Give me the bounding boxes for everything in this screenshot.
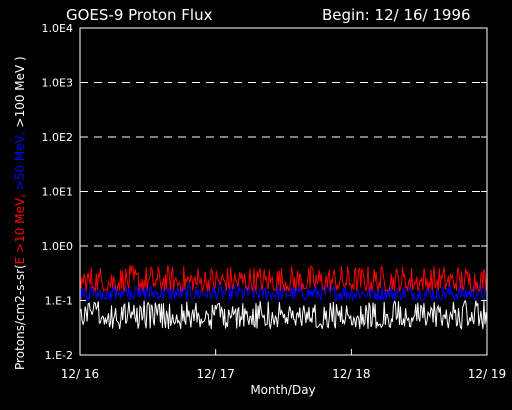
y-tick-label: 1.E-1: [45, 295, 73, 308]
y-axis-label: Protons/cm2-s-sr(E >10 MeV, >50 MeV, >10…: [13, 56, 27, 370]
series-line: [79, 265, 488, 293]
y-tick-label: 1.0E2: [42, 131, 73, 144]
y-tick-label: 1.0E3: [42, 77, 73, 90]
data-series: [79, 265, 488, 330]
x-tick-label: 12/ 19: [468, 367, 506, 381]
x-axis-label: Month/Day: [250, 383, 315, 397]
y-tick-label: 1.E-2: [45, 349, 73, 362]
y-axis-label-part: Protons/cm2-s-sr(: [13, 264, 27, 370]
x-axis-ticks: 12/ 16 12/ 17 12/ 18 12/ 19: [61, 349, 506, 381]
x-tick-label: 12/ 17: [196, 367, 234, 381]
y-tick-label: 1.0E0: [42, 240, 73, 253]
series-line: [79, 300, 488, 330]
chart-title: GOES-9 Proton Flux: [66, 6, 213, 24]
y-tick-label: 1.0E4: [42, 22, 73, 35]
y-axis-label-part: >50 MeV,: [13, 127, 27, 190]
x-tick-label: 12/ 16: [61, 367, 99, 381]
begin-date-label: Begin: 12/ 16/ 1996: [322, 6, 471, 24]
y-axis-label-part: >100 MeV ): [13, 56, 27, 127]
grid-lines: [80, 82, 487, 247]
y-axis-ticks: 1.E-2 1.E-1 1.0E0 1.0E1 1.0E2 1.0E3 1.0E4: [42, 22, 487, 362]
y-tick-label: 1.0E1: [42, 186, 73, 199]
y-axis-label-part: E >10 MeV,: [13, 190, 27, 264]
x-tick-label: 12/ 18: [332, 367, 370, 381]
